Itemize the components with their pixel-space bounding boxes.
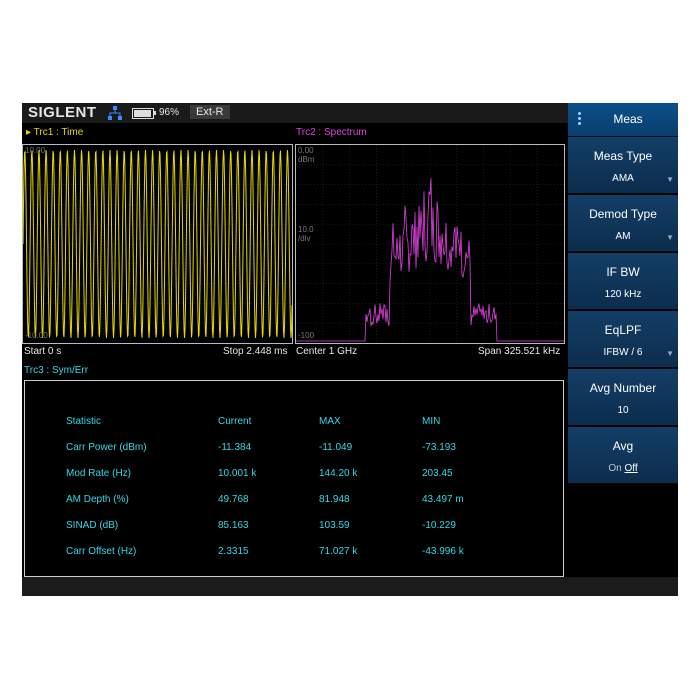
table-cell: 2.3315 <box>218 546 249 557</box>
col-header-min: MIN <box>422 416 441 427</box>
trace2-scale-unit: /div <box>298 234 311 243</box>
menu-item-meas-type[interactable]: Meas Type AMA ▼ <box>568 137 678 194</box>
menu-header[interactable]: Meas <box>568 103 678 137</box>
table-cell: -73.193 <box>422 442 456 453</box>
menu-item-label: Avg <box>612 439 634 453</box>
statistics-table: Statistic Current MAX MIN Carr Power (dB… <box>24 380 564 577</box>
time-domain-graph <box>23 145 292 343</box>
trace1-top-ref: 10.00 <box>25 146 46 155</box>
avg-off-option[interactable]: Off <box>624 463 638 474</box>
brand-logo: SIGLENT <box>28 104 97 121</box>
menu-item-avg[interactable]: Avg On Off <box>568 427 678 484</box>
battery-icon <box>132 108 154 119</box>
menu-item-label: EqLPF <box>604 323 642 337</box>
spectrum-plot[interactable]: 0.00 dBm 10.0 /div -100 <box>295 144 565 344</box>
trace2-ref-unit: dBm <box>298 155 315 164</box>
softkey-menu: Meas Meas Type AMA ▼ Demod Type AM ▼ IF … <box>568 103 678 484</box>
menu-item-value: AM <box>615 231 631 242</box>
trace1-stop: Stop 2.448 ms <box>223 346 288 357</box>
menu-item-if-bw[interactable]: IF BW 120 kHz <box>568 253 678 310</box>
table-cell: 49.768 <box>218 494 249 505</box>
col-header-max: MAX <box>319 416 341 427</box>
table-cell: -11.384 <box>218 442 252 453</box>
table-cell: 144.20 k <box>319 468 358 479</box>
menu-item-label: Demod Type <box>589 207 657 221</box>
status-bar: SIGLENT 96% Ext-R <box>22 103 568 123</box>
menu-item-value: 10 <box>617 405 629 416</box>
table-cell: 71.027 k <box>319 546 358 557</box>
spectrum-trace <box>296 178 564 342</box>
menu-item-label: Avg Number <box>589 381 657 395</box>
trace1-title[interactable]: ▸ Trc1 : Time <box>26 127 83 138</box>
time-domain-plot[interactable]: 10.00 -10.00 <box>22 144 293 344</box>
menu-item-label: Meas Type <box>593 149 653 163</box>
menu-dots-icon <box>578 112 581 126</box>
trace3-title[interactable]: Trc3 : Sym/Err <box>24 365 89 376</box>
table-cell: -10.229 <box>422 520 456 531</box>
col-header-current: Current <box>218 416 252 427</box>
table-cell: Carr Power (dBm) <box>66 442 147 453</box>
trace2-bottom-ref: -100 <box>298 331 315 340</box>
table-cell: 85.163 <box>218 520 249 531</box>
chevron-down-icon: ▼ <box>666 233 674 242</box>
network-icon <box>108 106 122 120</box>
menu-title: Meas <box>613 112 643 126</box>
menu-item-label: IF BW <box>606 265 640 279</box>
table-cell: -43.996 k <box>422 546 464 557</box>
table-cell: -11.049 <box>319 442 353 453</box>
battery-tip <box>154 111 156 115</box>
spectrum-graph <box>296 145 564 343</box>
menu-item-value: 120 kHz <box>604 289 642 300</box>
trace2-center: Center 1 GHz <box>296 346 358 357</box>
trace2-span: Span 325.521 kHz <box>478 346 561 357</box>
instrument-screen: SIGLENT 96% Ext-R ▸ Trc1 : Time Trc2 : S… <box>22 103 678 596</box>
trace1-start: Start 0 s <box>24 346 62 357</box>
table-cell: 203.45 <box>422 468 453 479</box>
avg-toggle[interactable]: On Off <box>568 463 678 474</box>
trace2-ref-level: 0.00 <box>298 146 314 155</box>
table-cell: Carr Offset (Hz) <box>66 546 137 557</box>
table-cell: Mod Rate (Hz) <box>66 468 132 479</box>
battery-level-fill <box>134 110 152 117</box>
ref-source-badge[interactable]: Ext-R <box>190 105 230 119</box>
trace2-title[interactable]: Trc2 : Spectrum <box>296 127 367 138</box>
menu-item-eqlpf[interactable]: EqLPF IFBW / 6 ▼ <box>568 311 678 368</box>
triangle-marker-icon: ▸ <box>26 127 32 138</box>
chevron-down-icon: ▼ <box>666 349 674 358</box>
table-cell: 10.001 k <box>218 468 257 479</box>
bottom-status-bar <box>22 577 678 596</box>
trace1-label: Trc1 : Time <box>33 127 84 138</box>
table-cell: 103.59 <box>319 520 350 531</box>
battery-percent: 96% <box>159 107 180 118</box>
table-cell: AM Depth (%) <box>66 494 129 505</box>
menu-item-value: IFBW / 6 <box>603 347 643 358</box>
avg-on-option[interactable]: On <box>608 463 622 474</box>
menu-item-demod-type[interactable]: Demod Type AM ▼ <box>568 195 678 252</box>
col-header-statistic: Statistic <box>66 416 102 427</box>
time-domain-trace <box>23 149 292 339</box>
trace1-bottom-ref: -10.00 <box>25 331 48 340</box>
table-cell: 81.948 <box>319 494 350 505</box>
table-cell: 43.497 m <box>422 494 464 505</box>
menu-item-value: AMA <box>612 173 634 184</box>
chevron-down-icon: ▼ <box>666 175 674 184</box>
table-cell: SINAD (dB) <box>66 520 119 531</box>
menu-item-avg-number[interactable]: Avg Number 10 <box>568 369 678 426</box>
trace2-scale: 10.0 <box>298 225 314 234</box>
